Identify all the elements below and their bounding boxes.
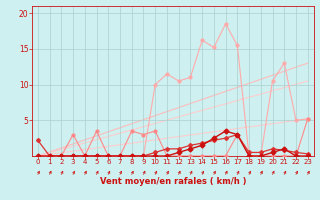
X-axis label: Vent moyen/en rafales ( km/h ): Vent moyen/en rafales ( km/h )	[100, 177, 246, 186]
